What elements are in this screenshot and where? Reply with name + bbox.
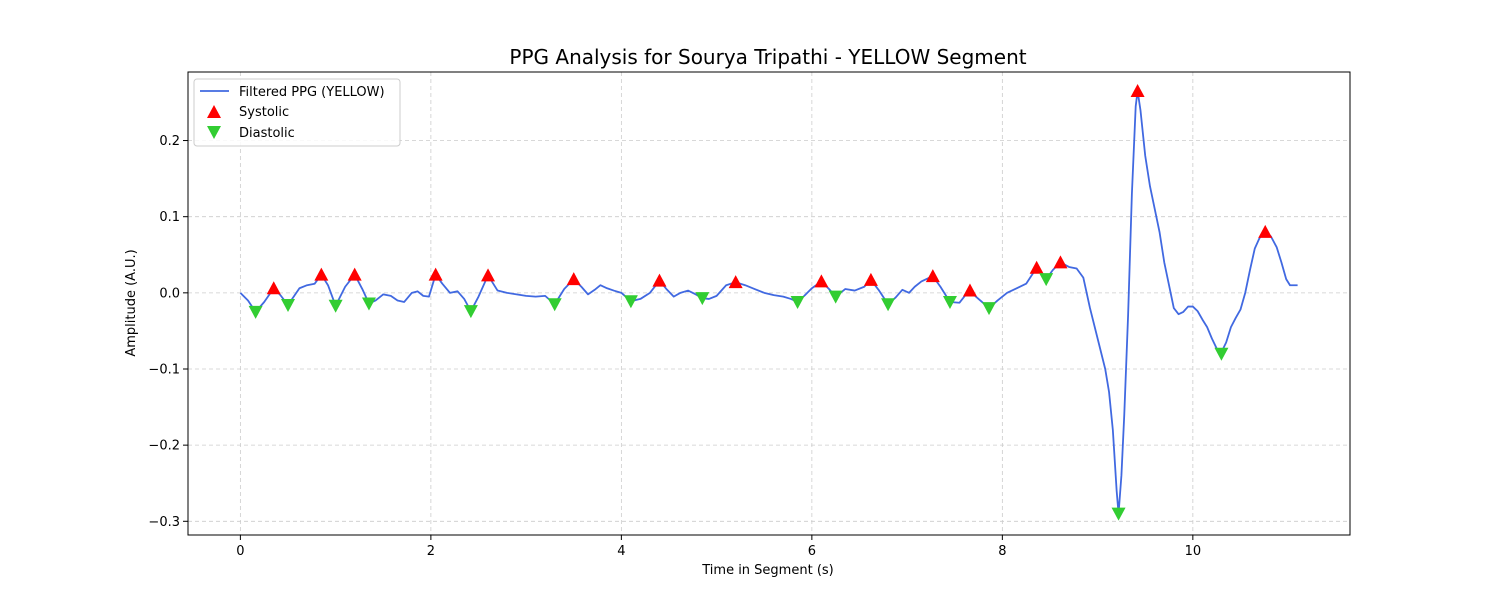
systolic-marker	[925, 269, 940, 283]
systolic-marker	[962, 283, 977, 297]
diastolic-marker	[623, 295, 638, 309]
y-tick-label: −0.2	[148, 439, 180, 454]
systolic-marker	[728, 275, 743, 289]
y-tick-label: 0.2	[159, 134, 180, 149]
grid	[188, 72, 1350, 535]
diastolic-marker	[1214, 347, 1229, 361]
diastolic-marker	[328, 299, 343, 313]
legend-label-filtered: Filtered PPG (YELLOW)	[239, 85, 385, 100]
legend-label-systolic: Systolic	[239, 105, 289, 120]
systolic-marker	[1029, 260, 1044, 274]
systolic-marker	[481, 268, 496, 282]
legend-label-diastolic: Diastolic	[239, 126, 295, 141]
diastolic-marker	[248, 305, 263, 319]
systolic-marker	[566, 272, 581, 286]
systolic-marker	[863, 272, 878, 286]
plot-frame	[187, 71, 1351, 536]
y-tick-label: 0.0	[159, 286, 180, 301]
y-tick-label: −0.1	[148, 362, 180, 377]
systolic-marker	[428, 267, 443, 281]
diastolic-marker	[281, 299, 296, 313]
diastolic-marker	[547, 298, 562, 312]
diastolic-marker	[695, 292, 710, 306]
y-axis-label: Amplitude (A.U.)	[124, 249, 139, 356]
diastolic-marker	[1039, 273, 1054, 287]
systolic-marker	[652, 273, 667, 287]
systolic-marker	[1130, 84, 1145, 98]
systolic-marker	[347, 267, 362, 281]
x-tick-label: 0	[236, 544, 244, 559]
legend-diastolic-marker	[207, 126, 221, 139]
x-tick-label: 6	[808, 544, 816, 559]
y-tick-label: −0.3	[148, 515, 180, 530]
diastolic-marker	[361, 297, 376, 311]
diastolic-marker	[1111, 507, 1126, 521]
diastolic-marker	[942, 295, 957, 309]
y-tick-label: 0.1	[159, 210, 180, 225]
systolic-marker	[266, 281, 281, 295]
legend: Filtered PPG (YELLOW) Systolic Diastolic	[193, 78, 401, 147]
chart-title: PPG Analysis for Sourya Tripathi - YELLO…	[509, 45, 1026, 69]
diastolic-marker	[982, 302, 997, 316]
x-tick-label: 4	[617, 544, 625, 559]
diastolic-marker	[881, 298, 896, 312]
x-tick-label: 10	[1185, 544, 1202, 559]
diastolic-marker	[790, 295, 805, 309]
systolic-marker	[1053, 255, 1068, 269]
systolic-marker	[1258, 224, 1273, 238]
diastolic-marker	[463, 305, 478, 319]
x-axis-label: Time in Segment (s)	[701, 563, 833, 578]
legend-box	[193, 78, 401, 147]
systolic-marker	[814, 274, 829, 288]
ticks: 0 2 4 6 8 10 −0.3 −0.2 −0.1 0.0 0.1 0.2	[148, 134, 1201, 559]
plot-area	[239, 84, 1298, 521]
systolic-marker	[314, 267, 329, 281]
x-tick-label: 2	[427, 544, 435, 559]
legend-systolic-marker	[207, 105, 221, 118]
diastolic-marker	[828, 290, 843, 304]
x-tick-label: 8	[998, 544, 1006, 559]
